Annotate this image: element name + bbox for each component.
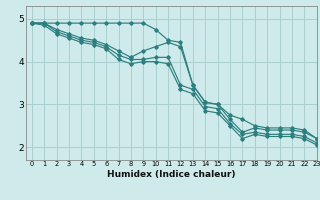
X-axis label: Humidex (Indice chaleur): Humidex (Indice chaleur) bbox=[107, 170, 236, 179]
